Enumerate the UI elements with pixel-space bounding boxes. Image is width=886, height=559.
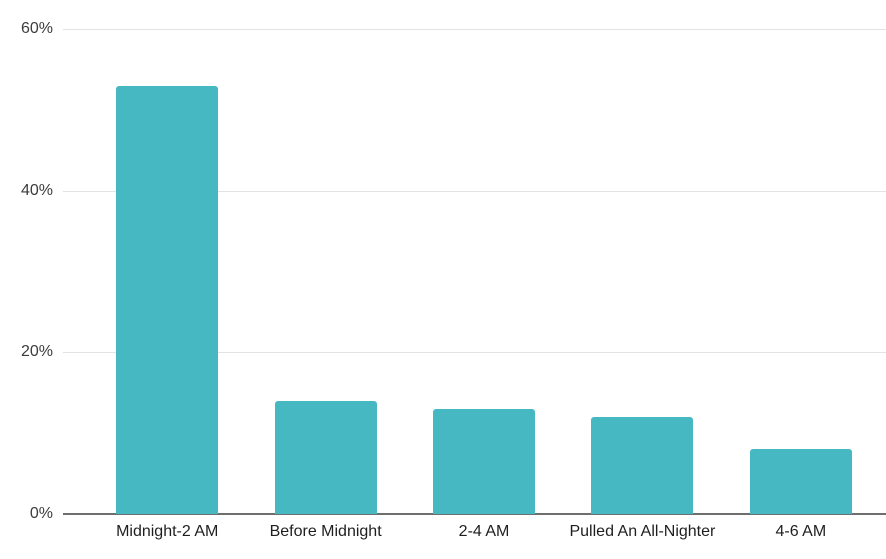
plot-area [88, 29, 880, 514]
x-tick-label: 4-6 AM [775, 523, 827, 540]
x-tick-label: Before Midnight [269, 523, 382, 540]
bar-slot [722, 29, 880, 514]
bar-slot [246, 29, 404, 514]
bar-2-4-am [433, 408, 536, 514]
x-axis-baseline [63, 513, 886, 515]
x-tick-label: 2-4 AM [458, 523, 510, 540]
y-tick-label: 60% [20, 20, 53, 37]
bar-slot [405, 29, 563, 514]
x-tick-label: Midnight-2 AM [116, 523, 219, 540]
bar-4-6-am [749, 449, 852, 514]
bar-slot [563, 29, 721, 514]
gridline [63, 190, 886, 192]
bar-midnight-2-am [116, 85, 219, 514]
x-axis: Midnight-2 AM Before Midnight 2-4 AM Pulled… [88, 522, 880, 542]
gridline [63, 352, 886, 354]
bar-before-midnight [274, 400, 377, 514]
y-tick-label: 20% [20, 343, 53, 361]
bar-slot [88, 29, 246, 514]
y-tick-label: 40% [20, 181, 53, 199]
y-tick-label: 0% [29, 505, 53, 522]
gridline [63, 29, 886, 30]
x-tick-label: Pulled An All-Nighter [569, 523, 716, 540]
bar-pulled-an-all-nighter [591, 417, 694, 514]
